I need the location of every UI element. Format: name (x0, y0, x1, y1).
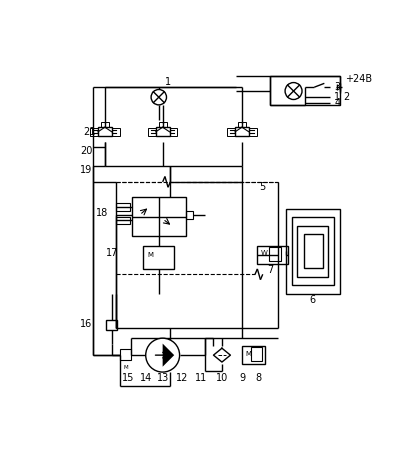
Bar (156, 127, 170, 137)
Bar (292, 218, 334, 285)
Text: M: M (123, 365, 128, 370)
Bar (238, 122, 246, 127)
Bar (116, 217, 130, 224)
Text: 16: 16 (80, 319, 92, 329)
Text: 21: 21 (83, 127, 96, 137)
Bar (286, 209, 340, 293)
Bar (90, 128, 98, 136)
Text: 4: 4 (334, 98, 340, 107)
Bar (116, 203, 130, 211)
Bar (170, 128, 177, 136)
Bar (120, 349, 131, 360)
Bar (132, 197, 186, 236)
Text: 2: 2 (344, 92, 350, 102)
Text: 13: 13 (156, 373, 169, 383)
Text: 17: 17 (106, 249, 119, 259)
Bar (257, 246, 288, 264)
Polygon shape (163, 344, 174, 367)
Bar (106, 320, 117, 330)
Bar (227, 128, 235, 136)
Bar (269, 247, 281, 261)
Text: 11: 11 (195, 373, 207, 383)
Bar (101, 122, 109, 127)
Text: 19: 19 (80, 165, 92, 175)
Bar (249, 128, 256, 136)
Circle shape (146, 338, 180, 372)
Text: 6: 6 (310, 295, 316, 305)
Bar (144, 246, 174, 269)
Text: M: M (245, 351, 251, 356)
Text: 3: 3 (334, 82, 340, 92)
Bar (270, 76, 340, 105)
Bar (242, 346, 265, 364)
Text: 20: 20 (80, 146, 93, 156)
Text: 5: 5 (259, 182, 265, 192)
Bar (186, 211, 194, 219)
Text: 9: 9 (239, 373, 245, 383)
Bar (304, 234, 323, 268)
Bar (98, 127, 112, 137)
Text: +24B: +24B (345, 74, 372, 85)
Text: 10: 10 (216, 373, 228, 383)
Text: 12: 12 (176, 373, 188, 383)
Circle shape (285, 83, 302, 100)
Text: 15: 15 (122, 373, 134, 383)
Bar (297, 226, 328, 276)
Text: 7: 7 (267, 266, 274, 276)
Text: W: W (260, 250, 267, 256)
Bar (148, 128, 156, 136)
Bar (251, 347, 262, 361)
Circle shape (151, 90, 166, 105)
Text: 8: 8 (256, 373, 262, 383)
Text: 18: 18 (96, 207, 108, 218)
Text: M: M (147, 252, 153, 258)
Text: 1: 1 (334, 92, 340, 102)
Text: 1: 1 (165, 77, 171, 87)
Bar (159, 122, 166, 127)
Text: 14: 14 (140, 373, 152, 383)
Bar (235, 127, 249, 137)
Bar (112, 128, 120, 136)
